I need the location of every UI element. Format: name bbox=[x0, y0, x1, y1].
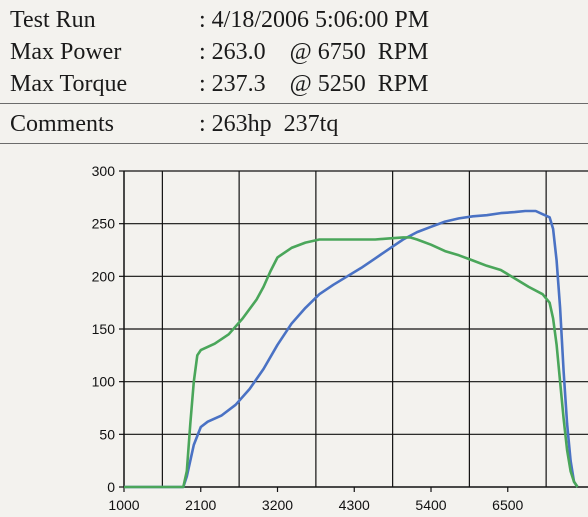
y-tick-label: 50 bbox=[99, 426, 115, 442]
max-torque-row: Max Torque : 237.3 @ 5250 RPM bbox=[0, 68, 588, 101]
max-power-value: : 263.0 @ 6750 RPM bbox=[199, 39, 429, 65]
power-curve bbox=[124, 209, 579, 489]
y-tick-label: 200 bbox=[92, 268, 116, 284]
chart-divider bbox=[0, 143, 588, 144]
comments-value: : 263hp 237tq bbox=[199, 111, 339, 137]
y-tick-label: 150 bbox=[92, 321, 116, 337]
y-tick-label: 100 bbox=[92, 374, 116, 390]
max-power-label: Max Power bbox=[10, 39, 122, 65]
max-torque-value: : 237.3 @ 5250 RPM bbox=[199, 71, 429, 97]
test-run-value: : 4/18/2006 5:06:00 PM bbox=[199, 7, 430, 33]
test-run-label: Test Run bbox=[10, 7, 96, 33]
x-tick-label: 1000 bbox=[108, 497, 139, 513]
test-run-row: Test Run : 4/18/2006 5:06:00 PM bbox=[0, 4, 588, 37]
comments-label: Comments bbox=[10, 111, 115, 137]
y-tick-label: 0 bbox=[107, 479, 115, 495]
y-tick-label: 300 bbox=[92, 163, 116, 179]
comments-row: Comments : 263hp 237tq bbox=[0, 108, 588, 141]
x-tick-label: 3200 bbox=[262, 497, 293, 513]
max-torque-label: Max Torque bbox=[10, 71, 128, 97]
x-tick-label: 2100 bbox=[185, 497, 216, 513]
header-divider bbox=[0, 103, 588, 104]
x-tick-label: 4300 bbox=[339, 497, 370, 513]
torque-curve bbox=[124, 236, 579, 489]
x-tick-label: 6500 bbox=[492, 497, 523, 513]
y-tick-label: 250 bbox=[92, 216, 116, 232]
x-tick-label: 5400 bbox=[415, 497, 446, 513]
max-power-row: Max Power : 263.0 @ 6750 RPM bbox=[0, 36, 588, 69]
